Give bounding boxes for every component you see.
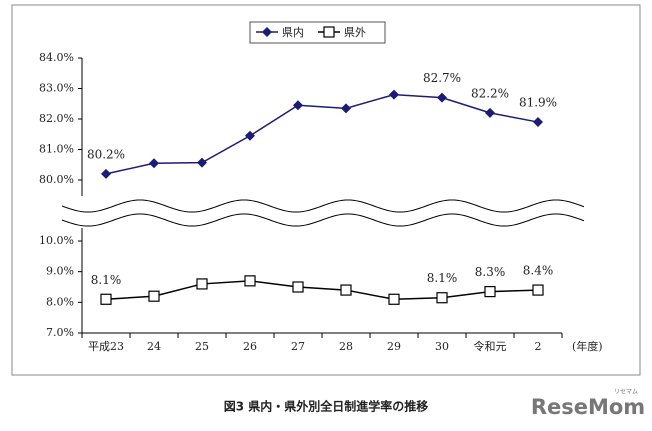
data-point: [100, 293, 112, 305]
y-tick-label: 8.0%: [46, 295, 74, 308]
data-point: [533, 117, 543, 128]
legend-label: 県外: [344, 26, 366, 39]
x-tick-label: 令和元: [474, 339, 507, 353]
y-tick-label: 83.0%: [39, 82, 74, 95]
data-label: 80.2%: [87, 147, 125, 161]
y-tick-label: 7.0%: [46, 326, 74, 339]
x-tick-label: 24: [147, 340, 161, 353]
data-point: [101, 168, 111, 179]
legend-label: 県内: [282, 25, 304, 39]
legend-box: [249, 21, 386, 44]
data-point: [149, 158, 159, 169]
axis-break: [61, 213, 585, 227]
data-point: [292, 281, 304, 293]
axis-break: [61, 199, 585, 213]
x-tick-label: 平成23: [88, 340, 124, 353]
data-point: [148, 290, 160, 302]
x-tick-label: 28: [339, 340, 353, 353]
series-line: [105, 93, 539, 175]
data-point: [196, 278, 208, 290]
data-point: [389, 89, 399, 100]
caption: 図3 県内・県外別全日制進学率の推移: [224, 399, 429, 414]
data-point: [388, 293, 400, 305]
data-label: 81.9%: [519, 96, 557, 110]
data-label: 8.1%: [427, 271, 458, 285]
axis-break-band: [62, 199, 584, 228]
y-tick-label: 82.0%: [39, 112, 74, 125]
data-point: [244, 275, 256, 287]
watermark-sub: リセマム: [614, 389, 638, 396]
data-label: 82.2%: [471, 86, 509, 100]
legend-marker: [262, 27, 272, 37]
y-tick-label: 80.0%: [39, 173, 74, 186]
x-tick-label: 27: [291, 340, 305, 353]
x-tick-label: 26: [243, 340, 257, 353]
data-label: 8.1%: [91, 273, 122, 287]
legend-marker: [323, 26, 335, 38]
data-point: [245, 130, 255, 141]
y-tick-label: 10.0%: [39, 234, 74, 247]
data-point: [340, 284, 352, 296]
x-tick-label: 2: [535, 340, 542, 353]
y-tick-label: 9.0%: [46, 265, 74, 278]
data-point: [197, 157, 207, 168]
data-point: [341, 103, 351, 114]
data-point: [293, 100, 303, 111]
data-point: [437, 92, 447, 103]
series-line: [105, 280, 539, 301]
data-point: [484, 286, 496, 298]
watermark: ReseMom: [531, 395, 645, 419]
y-tick-label: 84.0%: [39, 51, 74, 64]
data-label: 82.7%: [423, 71, 461, 85]
x-tick-label: 30: [435, 340, 449, 353]
data-label: 8.4%: [523, 264, 554, 278]
data-label: 8.3%: [475, 265, 506, 279]
x-tick-label: 25: [195, 340, 209, 353]
chart-frame: [11, 4, 641, 376]
x-tick-label: 29: [387, 340, 401, 353]
data-point: [532, 284, 544, 296]
x-axis-label: (年度): [572, 339, 603, 353]
y-tick-label: 81.0%: [39, 143, 74, 156]
data-point: [485, 107, 495, 118]
data-point: [436, 292, 448, 304]
